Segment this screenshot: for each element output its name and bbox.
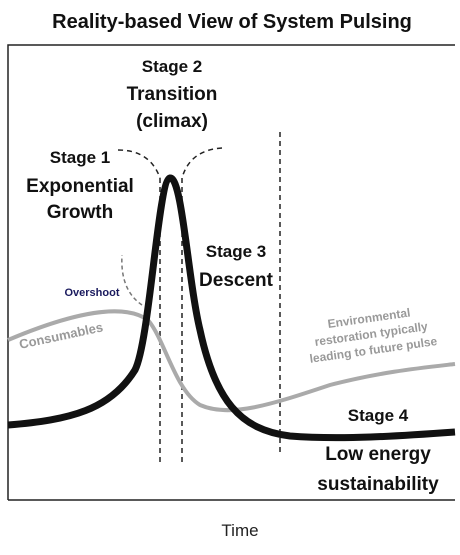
stage-label: Stage 1 [50,148,110,167]
consumables-curve [7,309,456,413]
stage-text: Exponential [26,176,134,197]
stage-4: Stage 4 Low energy sustainability [317,406,439,495]
stage-2: Stage 2 Transition (climax) [127,57,218,132]
stage-text: Low energy [325,444,431,465]
stage-1: Stage 1 Exponential Growth [26,148,134,223]
pulse-curve [7,174,456,442]
x-axis-label: Time [221,521,258,540]
stage-label: Stage 3 [206,242,266,261]
stage-text: (climax) [136,111,208,132]
stage-label: Stage 4 [348,406,409,425]
stage-label: Stage 2 [142,57,202,76]
overshoot-line [121,254,143,306]
stage-text: Transition [127,84,218,105]
stage-3: Stage 3 Descent [199,242,274,291]
frame [7,44,455,500]
overshoot-label: Overshoot [64,287,119,299]
stage-text: Growth [47,202,114,223]
stage-text: Descent [199,270,274,291]
title: Reality-based View of System Pulsing [52,11,412,33]
stage-text: sustainability [317,474,439,495]
